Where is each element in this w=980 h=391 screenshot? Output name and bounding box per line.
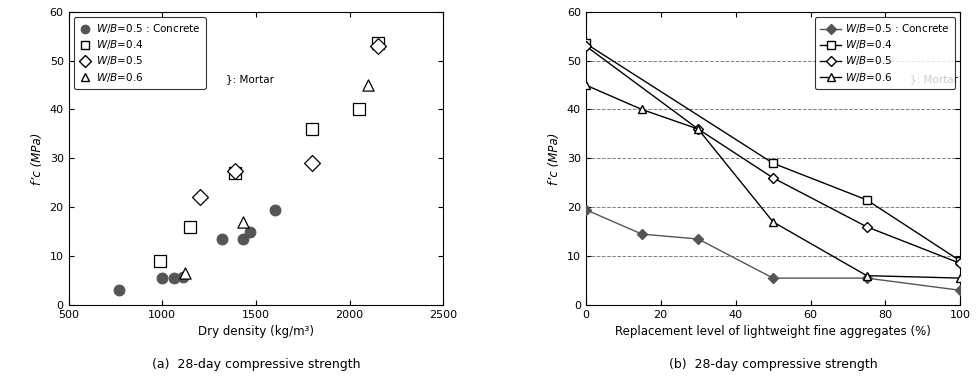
Point (305, 160, 320, 167)
Legend: $W/B$=0.5 : Concrete, $W/B$=0.4, $W/B$=0.5, $W/B$=0.6: $W/B$=0.5 : Concrete, $W/B$=0.4, $W/B$=0… (74, 17, 206, 89)
Text: (b)  28-day compressive strength: (b) 28-day compressive strength (668, 358, 877, 371)
Point (177, 270, 193, 276)
Point (155, 275, 171, 281)
Point (305, 126, 320, 132)
Point (267, 206, 282, 213)
Y-axis label: f’c (MPa): f’c (MPa) (548, 132, 562, 185)
Point (235, 219, 251, 225)
Text: (a)  28-day compressive strength: (a) 28-day compressive strength (152, 358, 361, 371)
Point (227, 170, 243, 176)
Point (215, 236, 230, 242)
Point (227, 167, 243, 174)
Point (182, 224, 198, 230)
Point (242, 228, 258, 235)
Point (166, 275, 181, 281)
X-axis label: Dry density (kg/m³): Dry density (kg/m³) (198, 325, 314, 338)
X-axis label: Replacement level of lightweight fine aggregates (%): Replacement level of lightweight fine ag… (615, 325, 931, 338)
Point (175, 274, 191, 280)
Point (369, 40, 385, 47)
Text: }: Mortar: }: Mortar (226, 74, 274, 84)
Point (235, 236, 251, 242)
Point (369, 43, 385, 49)
Point (192, 194, 208, 201)
Legend: $W/B$=0.5 : Concrete, $W/B$=0.4, $W/B$=0.5, $W/B$=0.6: $W/B$=0.5 : Concrete, $W/B$=0.4, $W/B$=0… (815, 17, 956, 89)
Point (361, 82, 376, 88)
Y-axis label: f’c (MPa): f’c (MPa) (31, 132, 44, 185)
Point (153, 258, 169, 264)
Text: }: Mortar: }: Mortar (909, 74, 957, 84)
Point (351, 106, 367, 113)
Point (112, 287, 127, 293)
